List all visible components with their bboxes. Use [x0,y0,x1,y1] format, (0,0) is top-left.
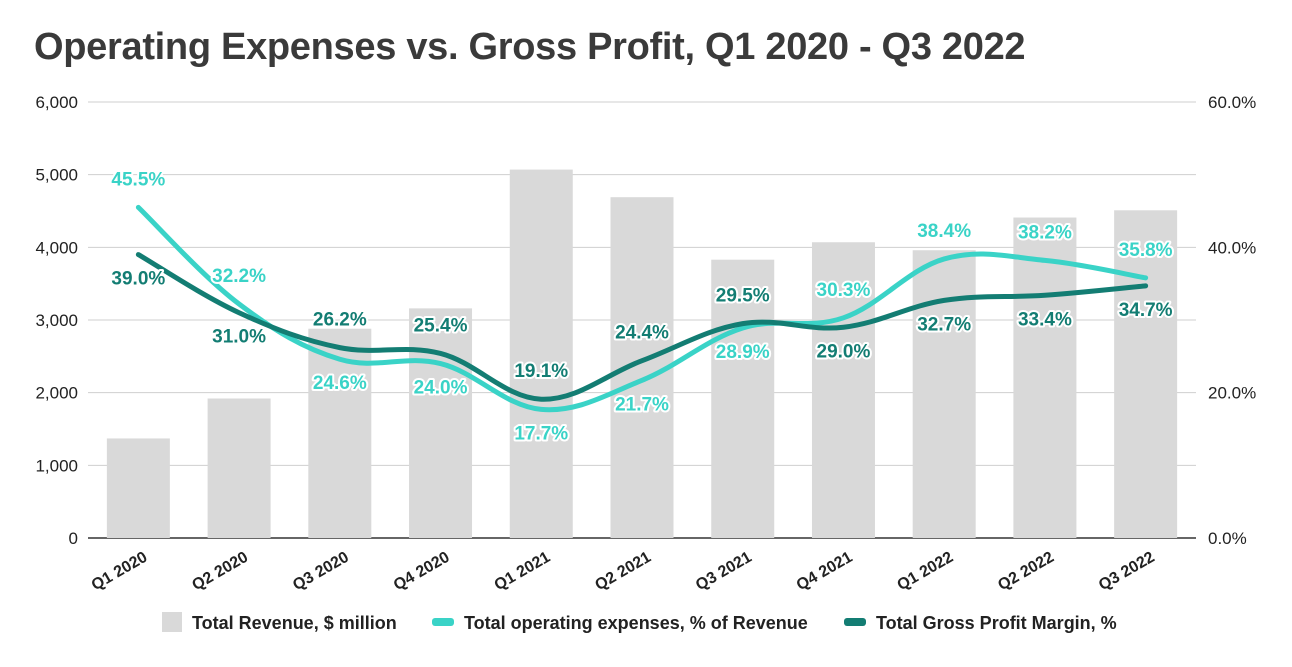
left-axis-tick-label: 1,000 [35,456,78,475]
x-axis-tick-label: Q3 2022 [1096,549,1158,594]
x-axis-tick-label: Q3 2020 [290,549,352,594]
x-axis-tick-label: Q1 2021 [492,549,554,594]
revenue-bar [207,398,271,538]
x-axis-tick-label: Q2 2021 [592,549,654,594]
revenue-bar [912,250,976,539]
gross-profit-data-label: 25.4% [414,315,468,336]
gross-profit-data-label: 29.0% [817,341,871,362]
revenue-bar [1013,217,1077,539]
opex-data-label: 38.2% [1018,222,1072,243]
right-axis-tick-label: 60.0% [1208,93,1256,112]
right-axis-tick-label: 0.0% [1208,529,1247,548]
legend-swatch-gross-profit [844,618,866,626]
revenue-bar [711,259,775,538]
gross-profit-data-label: 19.1% [514,361,568,382]
gross-profit-data-label: 32.7% [917,314,971,335]
x-axis-tick-label: Q4 2021 [794,549,856,594]
gross-profit-data-label: 34.7% [1119,300,1173,321]
gross-profit-data-label: 26.2% [313,310,367,331]
revenue-bar [409,308,473,538]
opex-data-label: 21.7% [615,394,669,415]
opex-data-label: 30.3% [817,280,871,301]
x-axis-tick-label: Q3 2021 [693,549,755,594]
gross-profit-data-label: 31.0% [212,327,266,348]
revenue-bar [1114,210,1178,539]
opex-data-label: 45.5% [111,169,165,190]
x-axis-tick-label: Q1 2022 [895,549,957,594]
opex-data-label: 24.0% [414,378,468,399]
gross-profit-data-label: 24.4% [615,323,669,344]
legend-label-revenue: Total Revenue, $ million [192,613,397,633]
revenue-bar [811,242,875,538]
x-axis-tick-label: Q4 2020 [391,549,453,594]
right-axis-tick-label: 20.0% [1208,384,1256,403]
right-axis-tick-label: 40.0% [1208,238,1256,257]
gross-profit-line [135,252,1149,402]
legend-swatch-opex [432,618,454,626]
opex-data-label: 32.2% [212,266,266,287]
left-axis-tick-label: 4,000 [35,238,78,257]
opex-data-label: 35.8% [1119,240,1173,261]
left-axis-tick-label: 6,000 [35,93,78,112]
x-axis-tick-label: Q2 2020 [189,549,251,594]
left-axis-tick-label: 5,000 [35,166,78,185]
gross-profit-data-label: 29.5% [716,286,770,307]
opex-data-label: 17.7% [514,423,568,444]
legend-label-gross-profit: Total Gross Profit Margin, % [876,613,1117,633]
opex-line [135,204,1149,413]
opex-data-label: 28.9% [716,342,770,363]
revenue-bar [106,438,170,538]
opex-data-label: 24.6% [313,373,367,394]
revenue-bar [509,169,573,538]
left-axis-tick-label: 0 [69,529,78,548]
gross-profit-data-label: 39.0% [111,269,165,290]
left-axis-tick-label: 2,000 [35,384,78,403]
legend-label-opex: Total operating expenses, % of Revenue [464,613,808,633]
x-axis-tick-label: Q1 2020 [89,549,151,594]
gross-profit-data-label: 33.4% [1018,309,1072,330]
chart-title: Operating Expenses vs. Gross Profit, Q1 … [34,26,1026,68]
left-axis-tick-label: 3,000 [35,311,78,330]
x-axis-tick-label: Q2 2022 [995,549,1057,594]
opex-data-label: 38.4% [917,221,971,242]
legend-swatch-revenue [162,612,182,632]
